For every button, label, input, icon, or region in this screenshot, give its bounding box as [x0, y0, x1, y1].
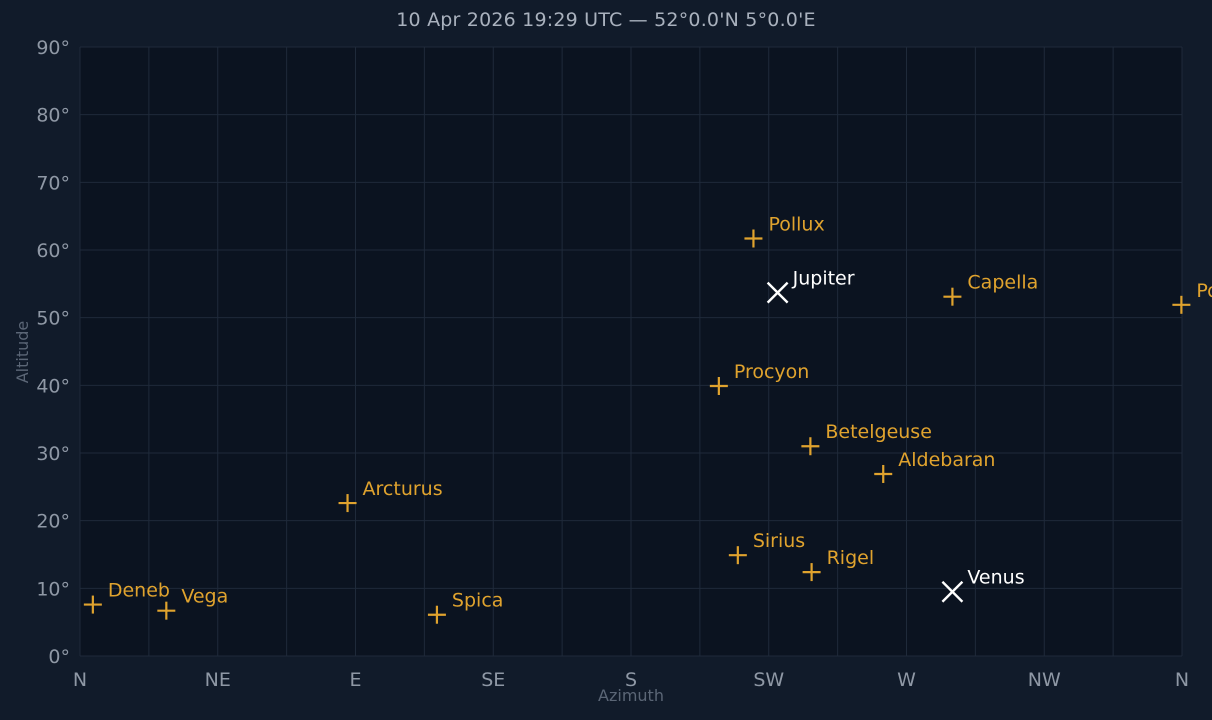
- star-label: Deneb: [108, 580, 170, 602]
- star-label: Rigel: [827, 547, 875, 569]
- planet-marker[interactable]: [941, 580, 964, 603]
- x-tick-label: SE: [481, 669, 505, 691]
- star-label: Pollux: [768, 213, 824, 235]
- star-label: Arcturus: [363, 478, 443, 500]
- chart-title: 10 Apr 2026 19:29 UTC — 52°0.0'N 5°0.0'E: [396, 9, 816, 31]
- star-marker[interactable]: [744, 229, 763, 248]
- y-axis-label: Altitude: [13, 321, 32, 384]
- star-marker[interactable]: [157, 601, 176, 620]
- star-marker[interactable]: [709, 377, 728, 396]
- star-label: Vega: [181, 586, 228, 608]
- star-marker[interactable]: [874, 464, 893, 483]
- axis-ticks: 0° 10° 20° 30° 40° 50° 60° 70° 80° 90° N NE E SE S SW W N…: [36, 37, 1189, 691]
- x-tick-label: N: [73, 669, 87, 691]
- planet-label: Jupiter: [792, 268, 855, 290]
- y-tick-label: 80°: [36, 105, 70, 127]
- star-label: Aldebaran: [898, 449, 995, 471]
- star-marker[interactable]: [802, 563, 821, 582]
- planet-marker[interactable]: [766, 281, 789, 304]
- x-axis-label: Azimuth: [598, 686, 664, 705]
- star-marker[interactable]: [427, 605, 446, 624]
- star-marker[interactable]: [728, 546, 747, 565]
- x-tick-label: NW: [1028, 669, 1061, 691]
- x-tick-label: S: [625, 669, 637, 691]
- x-tick-label: E: [349, 669, 361, 691]
- y-tick-label: 70°: [36, 172, 70, 194]
- star-marker[interactable]: [1172, 295, 1191, 314]
- y-tick-label: 10°: [36, 578, 70, 600]
- grid-lines: [79, 46, 1183, 657]
- sky-objects: Deneb Vega Arcturus Spica Procyon Pollux Siriu…: [83, 213, 1212, 624]
- y-tick-label: 50°: [36, 308, 70, 330]
- star-marker[interactable]: [943, 287, 962, 306]
- star-marker[interactable]: [83, 595, 102, 614]
- star-label: Procyon: [734, 361, 810, 383]
- y-tick-label: 20°: [36, 511, 70, 533]
- y-tick-label: 30°: [36, 443, 70, 465]
- x-tick-label: W: [897, 669, 916, 691]
- star-marker[interactable]: [338, 494, 357, 513]
- y-tick-label: 90°: [36, 37, 70, 59]
- star-label: Spica: [452, 590, 504, 612]
- x-tick-label: NE: [205, 669, 231, 691]
- y-tick-label: 60°: [36, 240, 70, 262]
- x-tick-label: SW: [753, 669, 784, 691]
- star-label: Po: [1196, 280, 1212, 302]
- star-label: Capella: [967, 272, 1038, 294]
- marker-stroke: [766, 281, 789, 304]
- marker-stroke: [941, 580, 964, 603]
- y-tick-label: 40°: [36, 375, 70, 397]
- star-marker[interactable]: [801, 437, 820, 456]
- y-tick-label: 0°: [48, 646, 70, 668]
- planet-label: Venus: [967, 567, 1024, 589]
- star-label: Sirius: [753, 530, 805, 552]
- x-tick-label: N: [1175, 669, 1189, 691]
- star-label: Betelgeuse: [825, 421, 932, 443]
